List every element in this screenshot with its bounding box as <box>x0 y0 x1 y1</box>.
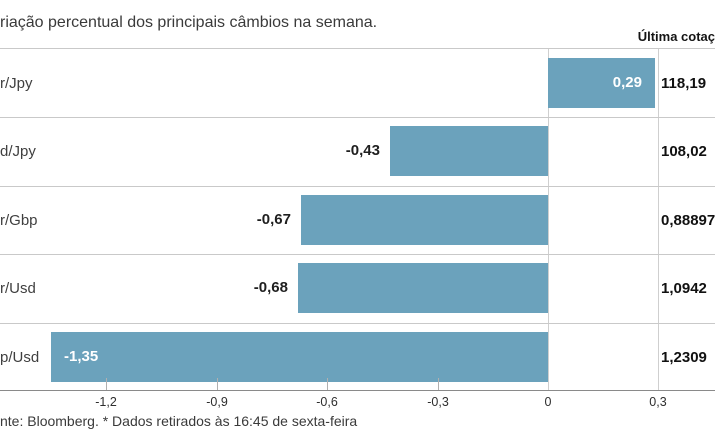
x-axis-tick-label: -0,6 <box>316 395 338 409</box>
bar-value-label: -0,43 <box>345 142 380 159</box>
chart-row: p/Usd -1,35 1,2309 <box>0 323 715 391</box>
last-quote-column-header: Última cotaç <box>637 29 715 44</box>
gridline-zero <box>548 49 549 391</box>
x-axis-tick-label: -1,2 <box>95 395 117 409</box>
row-separator <box>0 186 715 187</box>
bar-value-label: -0,67 <box>256 211 291 228</box>
footnote: nte: Bloomberg. * Dados retirados às 16:… <box>0 413 358 429</box>
bar <box>301 195 548 245</box>
last-quote-value: 1,0942 <box>661 279 707 297</box>
row-separator <box>0 323 715 324</box>
last-quote-value: 0,88897 <box>661 211 715 229</box>
chart-row: r/Usd -0,68 1,0942 <box>0 254 715 322</box>
gridline <box>658 49 659 391</box>
x-axis-tick-label: -0,3 <box>427 395 449 409</box>
row-label: r/Jpy <box>0 74 33 92</box>
x-axis-tick <box>438 378 439 390</box>
x-axis-tick <box>106 378 107 390</box>
chart-row: r/Jpy 0,29 118,19 <box>0 49 715 117</box>
x-axis-tick-label: 0 <box>544 395 552 409</box>
row-label: r/Gbp <box>0 211 38 229</box>
x-axis-tick <box>327 378 328 390</box>
last-quote-value: 118,19 <box>661 74 707 92</box>
bar <box>298 263 548 313</box>
last-quote-value: 1,2309 <box>661 348 707 366</box>
x-axis-line <box>0 390 715 391</box>
x-axis-tick-label: -0,9 <box>206 395 228 409</box>
row-label: r/Usd <box>0 279 36 297</box>
chart-row: r/Gbp -0,67 0,88897 <box>0 186 715 254</box>
x-axis-tick-label: 0,3 <box>649 395 667 409</box>
row-label: d/Jpy <box>0 142 36 160</box>
row-separator <box>0 117 715 118</box>
x-axis-tick <box>217 378 218 390</box>
bar-with-value-label: 0,29 <box>548 58 655 108</box>
page-title: riação percentual dos principais câmbios… <box>0 14 378 31</box>
row-separator <box>0 254 715 255</box>
last-quote-value: 108,02 <box>661 142 707 160</box>
chart-row: d/Jpy -0,43 108,02 <box>0 117 715 185</box>
row-label: p/Usd <box>0 348 40 366</box>
plot-area: r/Jpy 0,29 118,19 d/Jpy -0,43 108,02 r/Gbp -0,6… <box>0 48 715 391</box>
bar-with-value-label: -1,35 <box>51 332 548 382</box>
bar-value-label: -0,68 <box>253 279 288 296</box>
bar <box>390 126 548 176</box>
